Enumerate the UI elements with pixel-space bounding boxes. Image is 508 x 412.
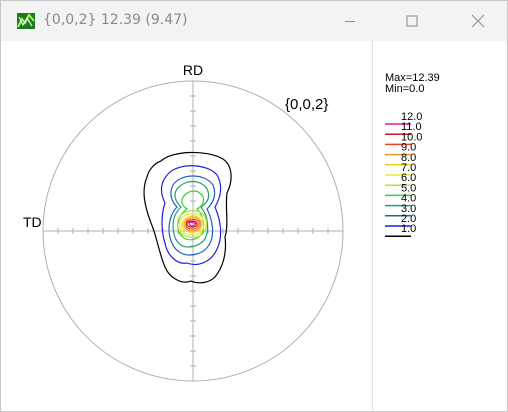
legend-divider — [372, 41, 373, 411]
legend-item: 9.0 — [385, 142, 416, 156]
legend-item: 3.0 — [385, 203, 416, 217]
legend-item: 7.0 — [385, 162, 416, 176]
rd-label: RD — [183, 62, 203, 78]
legend-item: 2.0 — [385, 213, 416, 227]
minimize-button[interactable] — [327, 1, 373, 41]
contour-4 — [172, 180, 210, 248]
chart-app-icon — [17, 13, 35, 29]
legend-value: 3.0 — [401, 203, 416, 215]
contour-5 — [177, 190, 205, 241]
close-icon — [471, 14, 485, 28]
contour-1 — [143, 151, 232, 284]
contour-8 — [181, 215, 203, 233]
td-label: TD — [23, 214, 42, 230]
legend-value: 4.0 — [401, 193, 416, 205]
legend-max: Max=12.39 — [385, 72, 440, 84]
legend-value: 1.0 — [401, 223, 416, 235]
plane-label: {0,0,2} — [285, 96, 328, 113]
maximize-button[interactable] — [389, 1, 435, 41]
contour-3 — [168, 175, 216, 256]
window-title: {0,0,2} 12.39 (9.47) — [43, 12, 188, 28]
legend-item: 10.0 — [385, 131, 422, 146]
legend-min: Min=0.0 — [385, 83, 424, 95]
legend-item: 8.0 — [385, 152, 416, 166]
client-area — [1, 41, 507, 411]
contour-6 — [177, 210, 208, 239]
legend-levels: 12.011.010.09.08.07.06.05.04.03.02.01.0 — [385, 111, 422, 237]
close-button[interactable] — [455, 1, 501, 41]
legend-value: 10.0 — [401, 131, 422, 143]
legend-value: 8.0 — [401, 152, 416, 164]
contour-9 — [183, 217, 202, 232]
contour-2 — [160, 165, 222, 266]
contour-12 — [188, 221, 197, 227]
legend-item: 1.0 — [385, 223, 416, 237]
maximize-icon — [406, 15, 418, 27]
legend-value: 9.0 — [401, 142, 416, 154]
contour-lines — [143, 151, 232, 284]
legend-item: 12.0 — [385, 111, 422, 125]
legend-value: 5.0 — [401, 182, 416, 194]
legend-item: 4.0 — [385, 193, 416, 207]
contour-11 — [186, 220, 198, 228]
legend-item: 6.0 — [385, 172, 416, 186]
legend-value: 2.0 — [401, 213, 416, 225]
contour-7 — [179, 212, 205, 236]
legend-value: 11.0 — [401, 121, 422, 133]
title-bar[interactable]: {0,0,2} 12.39 (9.47) — [1, 1, 507, 41]
legend-item: 11.0 — [385, 121, 422, 135]
minimize-icon — [345, 21, 355, 22]
legend-value: 12.0 — [401, 111, 422, 123]
contour-10 — [185, 219, 200, 230]
legend-value: 6.0 — [401, 172, 416, 184]
legend-value: 7.0 — [401, 162, 416, 174]
pole-figure-plot: RD TD {0,0,2} Max=12.39 Min=0.0 12.011.0… — [23, 62, 440, 382]
legend-item: 5.0 — [385, 182, 416, 197]
